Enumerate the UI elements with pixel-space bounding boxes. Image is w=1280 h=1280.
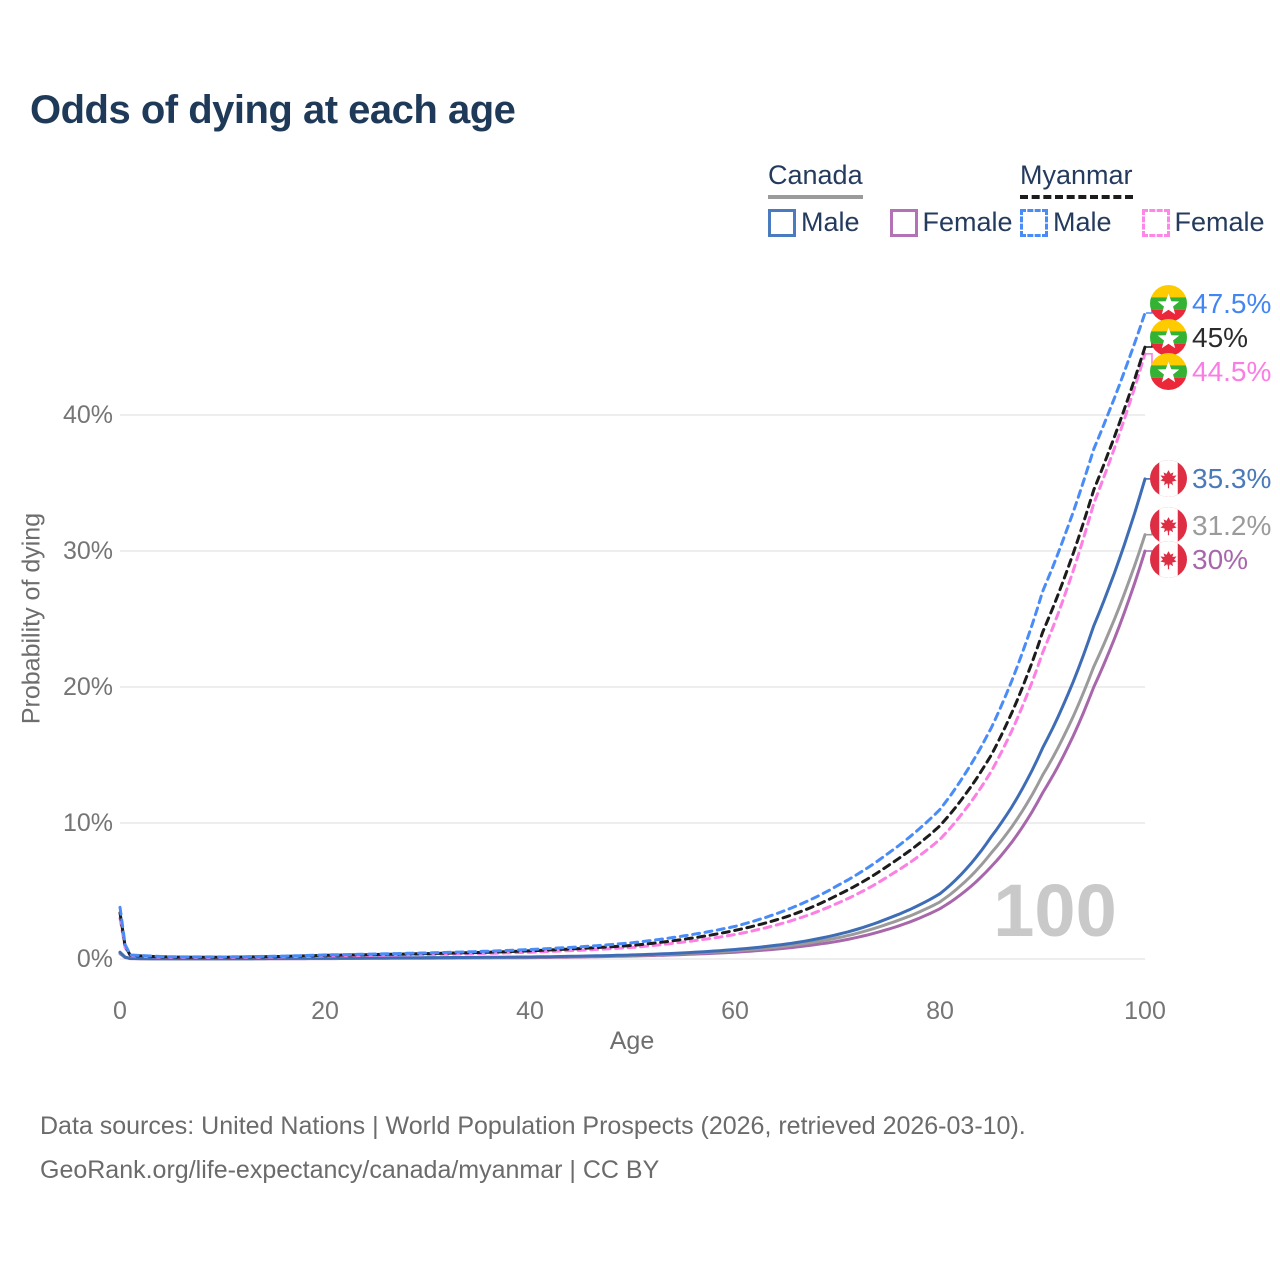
x-tick-20: 20 xyxy=(311,997,339,1025)
legend-country-myanmar: Myanmar xyxy=(1020,160,1133,199)
legend-swatch-icon xyxy=(889,208,918,237)
legend-item-label: Male xyxy=(1053,207,1112,237)
legend-item-canada-male[interactable]: Male xyxy=(768,207,860,238)
series-line-myanmar-both[interactable] xyxy=(118,345,1147,959)
y-tick-30%: 30% xyxy=(62,537,113,565)
y-tick-20%: 20% xyxy=(62,673,113,701)
legend-item-myanmar-female[interactable]: Female xyxy=(1141,207,1265,238)
x-tick-40: 40 xyxy=(516,997,544,1025)
legend-swatch-icon xyxy=(1141,208,1170,237)
end-label-canada-both: 31.2% xyxy=(1150,507,1271,545)
page-title: Odds of dying at each age xyxy=(30,88,516,132)
end-label-value: 44.5% xyxy=(1192,355,1272,387)
legend-item-label: Female xyxy=(1174,207,1265,237)
y-axis-title: Probability of dying xyxy=(17,512,46,725)
myanmar-flag-icon xyxy=(1150,319,1187,357)
legend-group-myanmar: Myanmar Male Female xyxy=(1020,160,1265,238)
age-counter-watermark: 100 xyxy=(993,869,1117,952)
x-tick-60: 60 xyxy=(721,997,749,1025)
end-label-myanmar-female: 44.5% xyxy=(1150,353,1271,391)
y-tick-40%: 40% xyxy=(62,401,113,429)
canada-flag-icon xyxy=(1150,507,1187,545)
canada-flag-icon xyxy=(1150,460,1187,498)
x-tick-80: 80 xyxy=(926,997,954,1025)
x-axis-title: Age xyxy=(609,1027,655,1055)
footer-link: GeoRank.org/life-expectancy/canada/myanm… xyxy=(40,1156,660,1184)
series-line-canada-male[interactable] xyxy=(118,477,1147,961)
y-tick-10%: 10% xyxy=(62,809,113,837)
legend-swatch-icon xyxy=(1020,208,1048,237)
legend-group-canada: Canada Male Female xyxy=(768,160,1013,238)
legend-item-label: Female xyxy=(922,207,1013,237)
x-tick-100: 100 xyxy=(1124,997,1166,1025)
y-tick-0%: 0% xyxy=(76,945,113,973)
end-label-canada-male: 35.3% xyxy=(1150,460,1271,498)
legend-item-label: Male xyxy=(801,207,860,237)
end-label-value: 45% xyxy=(1192,321,1249,353)
x-tick-0: 0 xyxy=(113,997,127,1025)
end-label-value: 35.3% xyxy=(1192,462,1272,494)
series-line-myanmar-male[interactable] xyxy=(118,311,1147,959)
legend-item-myanmar-male[interactable]: Male xyxy=(1020,207,1112,238)
legend-country-canada: Canada xyxy=(768,160,863,199)
end-label-myanmar-male: 47.5% xyxy=(1150,285,1271,323)
end-label-canada-female: 30% xyxy=(1150,541,1248,579)
myanmar-flag-icon xyxy=(1150,353,1187,391)
end-label-value: 31.2% xyxy=(1192,509,1272,541)
myanmar-flag-icon xyxy=(1150,285,1187,323)
end-label-value: 47.5% xyxy=(1192,287,1272,319)
legend-swatch-icon xyxy=(768,208,796,237)
end-label-myanmar-both: 45% xyxy=(1150,319,1248,357)
legend-item-canada-female[interactable]: Female xyxy=(889,207,1013,238)
end-label-value: 30% xyxy=(1192,543,1249,575)
canada-flag-icon xyxy=(1150,541,1187,579)
footer-sources: Data sources: United Nations | World Pop… xyxy=(40,1112,1026,1140)
footer: Data sources: United Nations | World Pop… xyxy=(40,1104,1026,1192)
legend: Canada Male Female Myanmar Male Female xyxy=(0,160,1280,250)
